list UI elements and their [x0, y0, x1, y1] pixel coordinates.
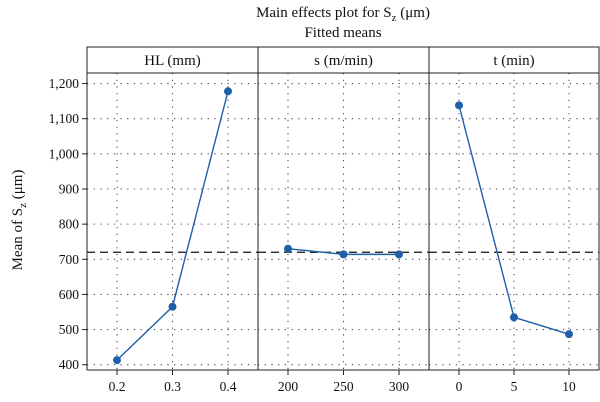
x-tick-label: 0.2 — [109, 379, 126, 394]
series-line — [116, 91, 229, 361]
chart-title-subscript: z — [392, 12, 397, 24]
series-line — [458, 105, 570, 335]
x-tick-label: 0 — [456, 379, 463, 394]
data-point — [168, 302, 177, 311]
panel-0: HL (mm) 0.2 0.3 0.4 — [86, 46, 259, 394]
chart-title-main: Main effects plot for S — [256, 5, 392, 21]
y-tick-label: 600 — [59, 287, 80, 302]
chart-title: Main effects plot for Sz (μm) — [256, 5, 430, 24]
x-tick-label: 0.3 — [164, 379, 181, 394]
x-tick-label: 200 — [278, 379, 299, 394]
data-point — [113, 356, 121, 365]
panel-header-label: t (min) — [493, 53, 534, 69]
y-tick-label: 500 — [59, 322, 80, 337]
chart-subtitle: Fitted means — [304, 25, 381, 41]
y-tick-label: 900 — [59, 181, 80, 196]
x-tick-label: 0.4 — [220, 379, 237, 394]
y-tick-label: 1,100 — [49, 111, 80, 126]
panels: HL (mm) 0.2 0.3 0.4 s (m/min) 200 250 300 t (min… — [86, 46, 600, 394]
y-axis-label-subscript: z — [17, 203, 29, 208]
y-axis-label: Mean of Sz (μm) — [10, 170, 29, 271]
x-tick-label: 5 — [511, 379, 518, 394]
y-tick-label: 400 — [59, 357, 80, 372]
chart-title-unit: (μm) — [400, 5, 430, 21]
panel-header-label: HL (mm) — [144, 53, 201, 69]
y-axis-label-main: Mean of S — [10, 208, 26, 271]
y-tick-label: 800 — [59, 217, 80, 232]
data-point — [395, 250, 403, 259]
panel-2: t (min) 0 5 10 — [428, 46, 600, 394]
panel-1: s (m/min) 200 250 300 — [257, 46, 430, 394]
x-tick-label: 250 — [333, 379, 354, 394]
x-tick-label: 10 — [562, 379, 576, 394]
data-point — [339, 250, 348, 259]
x-tick-label: 300 — [389, 379, 410, 394]
data-point — [455, 101, 463, 110]
data-point — [284, 244, 292, 253]
y-axis: 400 500 600 700 800 900 1,000 1,100 1,200 — [49, 76, 87, 372]
y-tick-label: 1,200 — [49, 76, 80, 91]
y-tick-label: 1,000 — [49, 146, 80, 161]
data-point — [224, 87, 232, 96]
data-point — [565, 330, 573, 339]
data-point — [510, 313, 518, 322]
y-axis-label-unit: (μm) — [10, 170, 26, 200]
panel-header-label: s (m/min) — [314, 53, 373, 69]
y-tick-label: 700 — [59, 252, 80, 267]
